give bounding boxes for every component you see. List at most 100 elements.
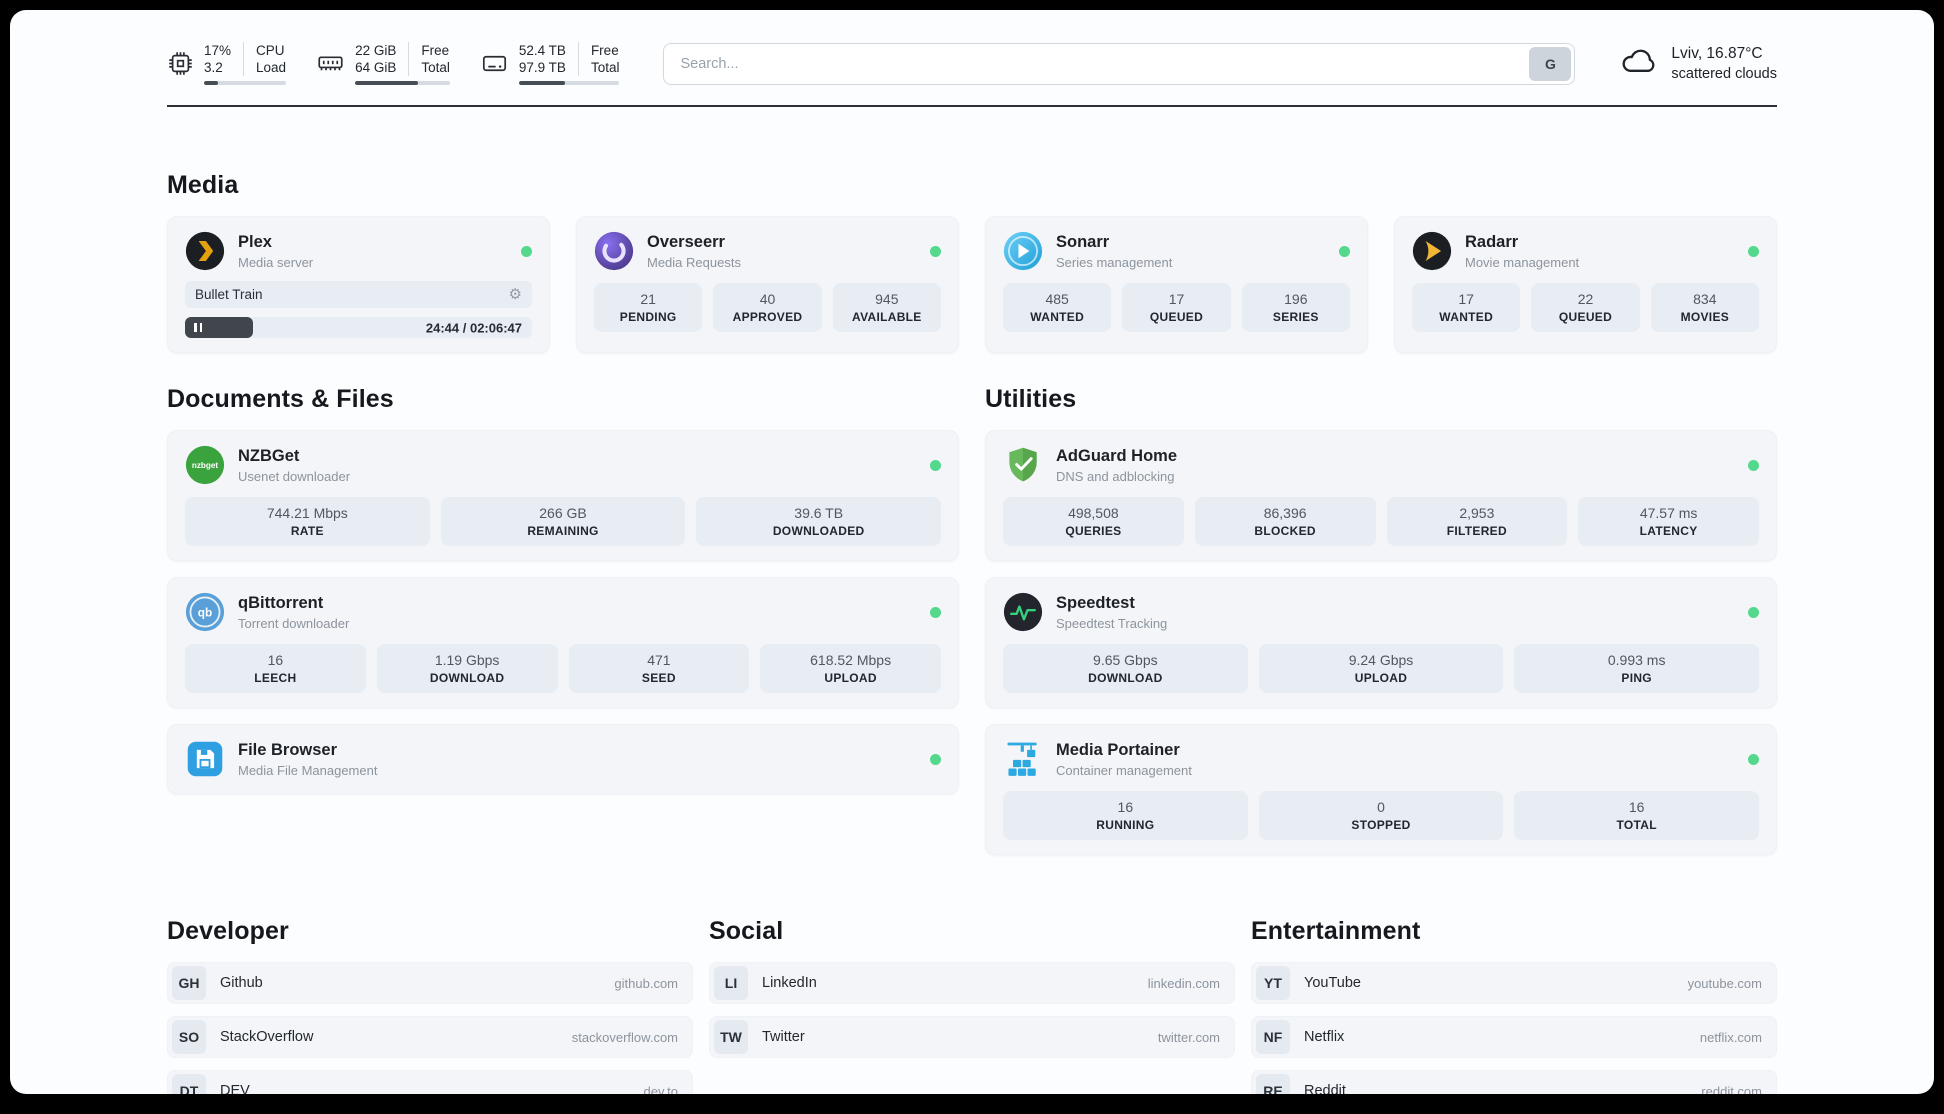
stat-queued: 17 QUEUED — [1122, 283, 1231, 332]
bookmark-abbr: NF — [1256, 1020, 1290, 1054]
app-name: File Browser — [238, 740, 338, 759]
stat-value: 2,953 — [1459, 505, 1495, 521]
search-input[interactable] — [663, 42, 1576, 85]
bookmark-abbr: DT — [172, 1074, 206, 1094]
nzbget-icon[interactable]: nzbget — [185, 445, 225, 485]
nzbget-logo-text: nzbget — [192, 461, 219, 470]
weather-condition: scattered clouds — [1671, 66, 1777, 82]
stat-latency: 47.57 ms LATENCY — [1578, 497, 1759, 546]
bookmark-linkedin[interactable]: LI LinkedIn linkedin.com — [709, 962, 1235, 1004]
plex-icon[interactable] — [185, 231, 225, 271]
stat-seed: 471 SEED — [568, 644, 750, 693]
gear-icon[interactable]: ⚙ — [508, 286, 522, 303]
bookmark-netflix[interactable]: NF Netflix netflix.com — [1251, 1016, 1777, 1058]
dashboard-frame: 17% 3.2 CPU Load — [10, 10, 1934, 1094]
search-bar: G — [663, 42, 1576, 85]
stat-upload: 9.24 Gbps UPLOAD — [1258, 644, 1504, 693]
stat-label: BLOCKED — [1254, 524, 1316, 538]
section-media: Media Plex Media server — [167, 171, 1777, 353]
portainer-card: Media Portainer Container management 16 … — [985, 724, 1777, 855]
bookmark-reddit[interactable]: RE Reddit reddit.com — [1251, 1070, 1777, 1094]
stat-label: LATENCY — [1639, 524, 1698, 538]
cpu-progress-fill — [204, 81, 218, 85]
ram-label-top: Free — [421, 43, 450, 58]
bookmark-url: stackoverflow.com — [571, 1029, 678, 1045]
search-engine-button[interactable]: G — [1529, 46, 1572, 81]
cpu-chip-icon — [167, 50, 194, 77]
stat-upload: 618.52 Mbps UPLOAD — [760, 644, 941, 693]
qbittorrent-logo-text: qb — [198, 606, 212, 620]
app-subtitle: Speedtest Tracking — [1056, 615, 1168, 631]
bookmark-url: linkedin.com — [1147, 975, 1220, 991]
bookmark-url: reddit.com — [1701, 1083, 1762, 1095]
stat-pending: 21 PENDING — [594, 283, 703, 332]
stat-value: 21 — [640, 291, 656, 307]
top-bar: 17% 3.2 CPU Load — [167, 10, 1777, 85]
stat-approved: 40 APPROVED — [713, 283, 822, 332]
stat-filtered: 2,953 FILTERED — [1386, 497, 1568, 546]
stat-value: 39.6 TB — [794, 505, 844, 521]
overseerr-icon[interactable] — [594, 231, 634, 271]
bookmark-twitter[interactable]: TW Twitter twitter.com — [709, 1016, 1235, 1058]
stat-value: 47.57 ms — [1639, 505, 1698, 521]
disk-total: 97.9 TB — [518, 60, 566, 75]
status-dot — [930, 606, 941, 618]
stat-rate: 744.21 Mbps RATE — [185, 497, 430, 546]
section-documents: Documents & Files nzbget NZBGet Usenet d — [167, 385, 959, 871]
now-playing-title: Bullet Train — [195, 287, 263, 302]
stat-label: STOPPED — [1351, 818, 1411, 832]
stat-movies: 834 MOVIES — [1650, 283, 1759, 332]
stat-running: 16 RUNNING — [1003, 791, 1248, 840]
ram-icon — [316, 50, 345, 77]
section-title-utilities: Utilities — [985, 385, 1077, 413]
player-time: 24:44 / 02:06:47 — [425, 320, 522, 335]
stat-value: 618.52 Mbps — [810, 652, 892, 668]
app-subtitle: Container management — [1056, 762, 1192, 778]
speedtest-icon[interactable] — [1003, 592, 1043, 632]
bookmark-youtube[interactable]: YT YouTube youtube.com — [1251, 962, 1777, 1004]
pause-icon[interactable] — [194, 323, 205, 332]
stat-remaining: 266 GB REMAINING — [440, 497, 686, 546]
sonarr-icon[interactable] — [1003, 231, 1043, 271]
plex-card: Plex Media server Bullet Train ⚙ 24:44 — [167, 216, 550, 353]
stat-label: PING — [1621, 671, 1652, 685]
bookmark-dev[interactable]: DT DEV dev.to — [167, 1070, 693, 1094]
cloud-icon — [1619, 46, 1659, 81]
weather-widget: Lviv, 16.87°C scattered clouds — [1619, 45, 1777, 82]
bookmarks-entertainment: Entertainment YT YouTube youtube.com NF … — [1251, 917, 1777, 1094]
radarr-icon[interactable] — [1412, 231, 1452, 271]
app-subtitle: Movie management — [1465, 254, 1580, 270]
bookmark-url: twitter.com — [1157, 1029, 1220, 1045]
bookmark-stackoverflow[interactable]: SO StackOverflow stackoverflow.com — [167, 1016, 693, 1058]
filebrowser-icon[interactable] — [185, 739, 225, 779]
app-name: Sonarr — [1056, 232, 1110, 251]
disk-label-bottom: Total — [590, 60, 620, 75]
stat-value: 471 — [647, 652, 671, 668]
stat-label: UPLOAD — [824, 671, 877, 685]
ram-free: 22 GiB — [355, 43, 397, 58]
stat-label: WANTED — [1030, 310, 1085, 324]
app-name: AdGuard Home — [1056, 446, 1178, 465]
stat-wanted: 485 WANTED — [1003, 283, 1112, 332]
stat-label: LEECH — [254, 671, 297, 685]
bookmark-url: youtube.com — [1687, 975, 1762, 991]
stat-label: PENDING — [619, 310, 677, 324]
stat-label: DOWNLOADED — [772, 524, 865, 538]
ram-stat: 22 GiB 64 GiB Free Total — [316, 42, 450, 85]
stat-series: 196 SERIES — [1241, 283, 1350, 332]
adguard-shield-icon[interactable] — [1003, 445, 1043, 485]
qbittorrent-icon[interactable]: qb — [185, 592, 225, 632]
bookmark-github[interactable]: GH Github github.com — [167, 962, 693, 1004]
status-dot — [1748, 606, 1759, 618]
disk-label-top: Free — [590, 43, 619, 58]
stat-value: 196 — [1284, 291, 1308, 307]
app-name: NZBGet — [238, 446, 300, 465]
ram-total: 64 GiB — [355, 60, 397, 75]
stat-ping: 0.993 ms PING — [1514, 644, 1760, 693]
app-name: Plex — [238, 232, 272, 251]
cpu-label-bottom: Load — [256, 60, 287, 75]
ram-progress-track — [355, 81, 450, 85]
portainer-icon[interactable] — [1003, 739, 1043, 779]
stat-total: 16 TOTAL — [1514, 791, 1760, 840]
stat-label: QUERIES — [1065, 524, 1122, 538]
